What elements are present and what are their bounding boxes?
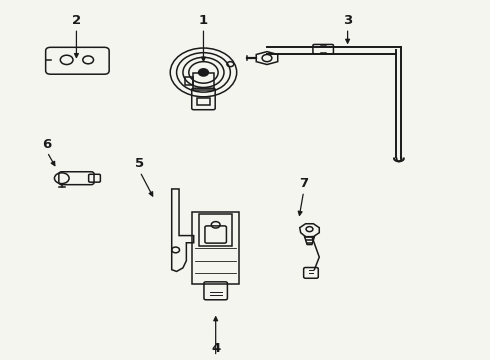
Circle shape — [198, 69, 208, 76]
Bar — [193, 212, 239, 284]
Text: 5: 5 — [135, 157, 145, 170]
Text: 1: 1 — [199, 14, 208, 27]
Bar — [185, 77, 193, 85]
Bar — [193, 73, 214, 90]
Text: 7: 7 — [299, 177, 308, 190]
Text: 4: 4 — [211, 342, 220, 355]
Bar — [197, 98, 210, 105]
Text: 6: 6 — [43, 138, 52, 150]
Text: 3: 3 — [343, 14, 352, 27]
Text: 2: 2 — [72, 14, 81, 27]
Bar — [199, 214, 232, 246]
